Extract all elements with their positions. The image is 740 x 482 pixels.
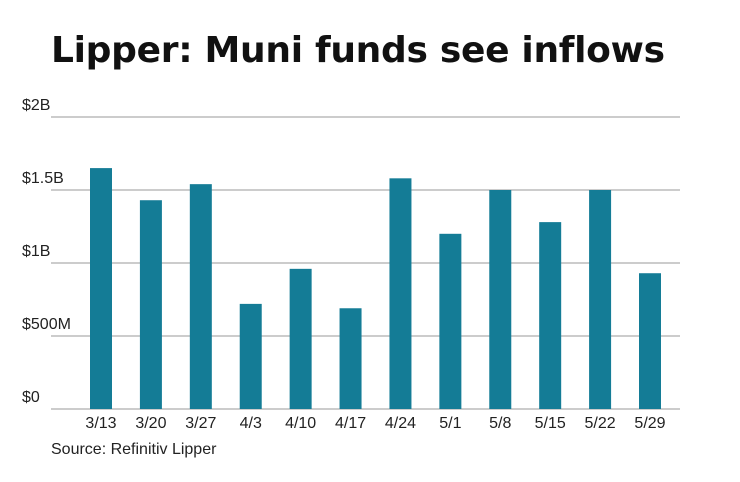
y-tick-label: $0	[22, 389, 40, 406]
bar	[639, 273, 661, 409]
y-tick-label: $500M	[22, 316, 71, 333]
x-tick-label: 3/20	[135, 415, 166, 432]
bar	[289, 268, 312, 409]
bar	[189, 184, 212, 409]
x-tick-label: 3/27	[185, 415, 216, 432]
y-tick-label: $1.5B	[22, 170, 64, 187]
bar	[339, 308, 362, 409]
bar	[489, 190, 512, 409]
y-axis-labels: $0 $500M $1B $1.5B $2B	[22, 97, 71, 406]
y-tick-label: $1B	[22, 243, 50, 260]
bar	[539, 222, 562, 409]
x-tick-label: 4/10	[285, 415, 316, 432]
bars	[90, 168, 661, 409]
bar	[439, 233, 462, 409]
y-tick-label: $2B	[22, 97, 50, 114]
bar	[389, 178, 412, 409]
x-tick-label: 4/17	[335, 415, 366, 432]
x-tick-label: 3/13	[85, 415, 116, 432]
source-note: Source: Refinitiv Lipper	[51, 441, 217, 458]
x-tick-label: 5/1	[439, 415, 461, 432]
chart-title: Lipper: Muni funds see inflows	[51, 30, 665, 71]
bar	[90, 168, 112, 409]
x-tick-label: 5/29	[634, 415, 665, 432]
bar	[239, 303, 262, 409]
x-tick-label: 4/3	[240, 415, 262, 432]
x-axis-labels: 3/13 3/20 3/27 4/3 4/10 4/17 4/24 5/1 5/8 5/15 5/2…	[85, 415, 665, 432]
x-tick-label: 5/22	[585, 415, 616, 432]
bar	[139, 200, 162, 409]
x-tick-label: 4/24	[385, 415, 416, 432]
x-tick-label: 5/8	[489, 415, 511, 432]
bar	[589, 190, 612, 409]
x-tick-label: 5/15	[535, 415, 566, 432]
